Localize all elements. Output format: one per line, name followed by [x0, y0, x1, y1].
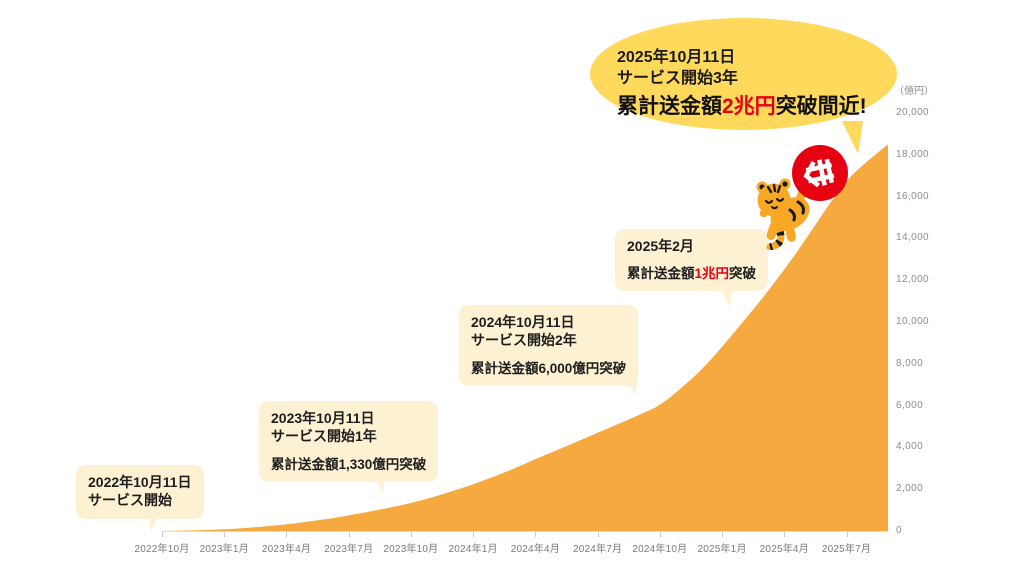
x-axis-label: 2024年4月 [510, 544, 560, 555]
callout-date: 2022年10月11日 [88, 474, 192, 490]
x-axis-label: 2025年4月 [759, 544, 809, 555]
x-axis-label: 2024年7月 [572, 544, 623, 555]
y-axis-label: 4,000 [896, 441, 924, 453]
headline-highlight: 2兆円 [722, 95, 776, 118]
callout-event: サービス開始1年 [271, 428, 377, 445]
callout-2024-2year: 2024年10月11日 サービス開始2年 累計送金額6,000億円突破 [459, 305, 639, 386]
tiger-mouth [771, 206, 778, 210]
callout-date: 2024年10月11日 [471, 314, 575, 330]
headline-date: 2025年10月11日 [617, 49, 736, 66]
headline-anniversary: サービス開始3年 [617, 70, 738, 87]
y-axis-unit-label: （億円） [894, 86, 934, 97]
callout-2023-1year: 2023年10月11日 サービス開始1年 累計送金額1,330億円突破 [259, 401, 439, 482]
tiger-eye-left [764, 199, 774, 204]
x-axis-label: 2023年7月 [324, 544, 374, 555]
callout-2025-feb-1trillion: 2025年2月 累計送金額1兆円突破 [615, 229, 769, 292]
x-axis-tick [410, 532, 412, 537]
x-axis-tick [659, 532, 661, 537]
x-axis-tick [286, 532, 288, 537]
tiger-head [757, 183, 791, 217]
tiger-head-stripes [766, 183, 782, 194]
area-series [162, 144, 888, 531]
x-axis-tick [535, 532, 537, 537]
callout-milestone: 累計送金額1,330億円突破 [271, 453, 426, 473]
tiger-body-stripe [796, 200, 805, 215]
y-axis-label: 10,000 [896, 316, 929, 327]
tiger-body-stripe [788, 208, 796, 222]
callout-title: 2023年10月11日 サービス開始1年 [271, 409, 426, 446]
y-axis-label: 6,000 [896, 399, 924, 411]
y-axis-label: 12,000 [896, 274, 929, 286]
y-axis-label: 2,000 [896, 483, 924, 495]
headline-prefix: 累計送金額 [617, 95, 722, 118]
tiger-eye-right [775, 197, 785, 202]
callout-date: 2025年2月 [627, 238, 694, 254]
x-axis-label: 2023年10月 [383, 544, 439, 555]
callout-date: 2023年10月11日 [271, 410, 375, 426]
callout-2022-tail [148, 511, 164, 531]
headline-suffix: 突破間近! [775, 95, 867, 118]
y-axis-label: 20,000 [896, 107, 929, 118]
x-axis-tick [224, 532, 226, 537]
milestone-highlight: 1兆円 [694, 266, 730, 282]
x-axis-tick [722, 532, 724, 537]
tiger-mascot [756, 145, 848, 250]
x-axis-label: 2024年1月 [448, 544, 498, 555]
milestone-text: 累計送金額1,330億円突破 [271, 456, 427, 472]
callout-milestone: 累計送金額1兆円突破 [627, 262, 756, 282]
x-axis-label: 2024年10月 [632, 544, 688, 555]
callout-title: 2022年10月11日 サービス開始 [88, 473, 192, 510]
x-axis-tick [473, 532, 475, 537]
callout-event: サービス開始2年 [471, 332, 577, 349]
milestone-suffix: 突破 [729, 266, 757, 282]
y-axis-label: 8,000 [896, 357, 924, 369]
coin-logo-glyph [803, 158, 835, 188]
callout-2022-service-start: 2022年10月11日 サービス開始 [76, 465, 204, 519]
x-axis-line [162, 531, 888, 532]
callout-event: サービス開始 [88, 492, 172, 509]
headline-milestone: 累計送金額2兆円突破間近! [617, 90, 867, 120]
headline-speech-bubble: 2025年10月11日 サービス開始3年 累計送金額2兆円突破間近! [590, 18, 897, 130]
callout-title: 2024年10月11日 サービス開始2年 [471, 313, 626, 350]
callout-milestone: 累計送金額6,000億円突破 [471, 357, 626, 377]
x-axis-label: 2023年4月 [261, 544, 312, 555]
callout-title: 2025年2月 [627, 237, 756, 255]
x-axis-tick [784, 532, 786, 537]
x-axis-tick [846, 532, 848, 537]
tiger-ear-inner [782, 181, 788, 187]
x-axis-tick [348, 532, 350, 537]
x-axis-tick [162, 532, 163, 537]
x-axis-tick [597, 532, 599, 537]
milestone-text: 累計送金額 [627, 266, 695, 282]
x-axis-label: 2025年7月 [821, 544, 872, 555]
y-axis-label: 14,000 [896, 232, 929, 244]
milestone-text: 累計送金額6,000億円突破 [471, 360, 627, 376]
x-axis-label: 2022年10月 [134, 544, 190, 555]
y-axis-label: 16,000 [896, 190, 929, 202]
y-axis-label: 0 [896, 525, 902, 536]
x-axis-label: 2023年1月 [199, 544, 249, 555]
y-axis-label: 18,000 [896, 148, 929, 160]
tiger-tail-stripes [769, 230, 785, 250]
x-axis-label: 2025年1月 [697, 544, 747, 555]
